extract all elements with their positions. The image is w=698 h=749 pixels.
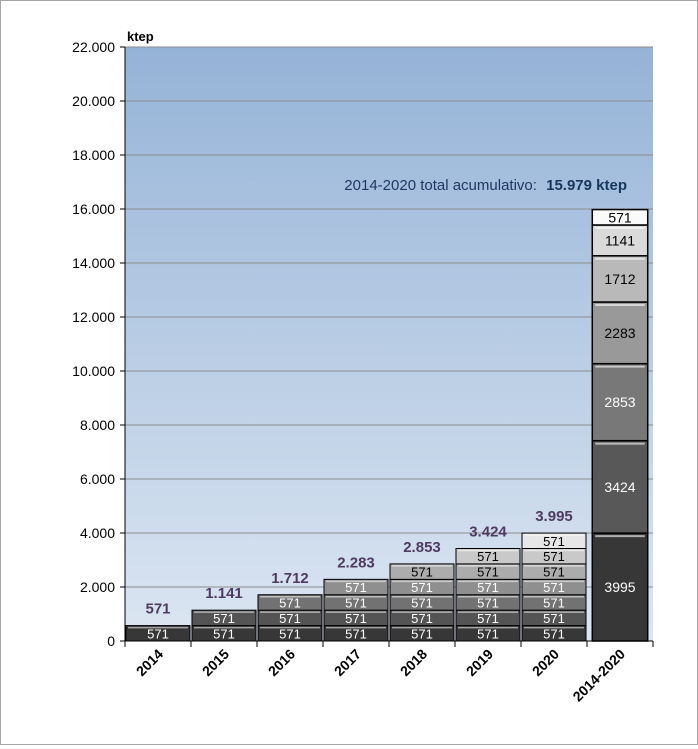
bar-segment-label: 571 [543, 580, 565, 595]
bar-total-label: 571 [145, 601, 170, 618]
cumulative-segment-label: 3995 [604, 579, 635, 595]
y-tick-label: 16.000 [72, 201, 115, 217]
bar-segment-label: 571 [543, 534, 565, 549]
bar-total-label: 1.141 [205, 585, 243, 602]
cumulative-segment-label: 2283 [604, 325, 635, 341]
bar-segment-label: 571 [411, 580, 433, 595]
x-axis: 2014 2015 2016 2017 2018 2019 2020 2014-2020 [124, 640, 654, 705]
bar-segment-label: 571 [345, 580, 367, 595]
bar-total-label: 1.712 [271, 570, 309, 587]
x-tick-label: 2015 [199, 646, 232, 679]
y-tick-label: 4.000 [80, 525, 115, 541]
bar-segment-label: 571 [411, 565, 433, 580]
cumulative-segment [591, 301, 649, 365]
cumulative-segment-label: 3424 [604, 479, 635, 495]
cumulative-segment [591, 439, 649, 534]
bar-segment-label: 571 [279, 595, 301, 610]
bar-total-label: 2.853 [403, 539, 441, 556]
x-tick-label: 2020 [529, 646, 562, 679]
bar-segment-label: 571 [411, 611, 433, 626]
bar-segment-label: 571 [345, 595, 367, 610]
bar-segment-label: 571 [477, 595, 499, 610]
bar-segment-label: 571 [411, 626, 433, 641]
total-annotation-text: 2014-2020 total acumulativo: [344, 177, 537, 194]
bar-segment-label: 571 [147, 626, 169, 641]
gridlines [125, 46, 653, 588]
y-tick-label: 18.000 [72, 147, 115, 163]
total-annotation: 2014-2020 total acumulativo: 15.979 ktep [344, 177, 627, 194]
cumulative-segment [591, 532, 649, 642]
cumulative-segment-label: 1141 [605, 232, 635, 248]
bar-segment-label: 571 [477, 626, 499, 641]
y-axis-label: ktep [127, 29, 154, 44]
y-tick-label: 6.000 [80, 471, 115, 487]
bar-segment-label: 571 [213, 611, 235, 626]
bar-segment-label: 571 [411, 595, 433, 610]
bar-segment-label: 571 [543, 549, 565, 564]
x-tick-label: 2014 [133, 646, 166, 679]
y-axis: 0 2.000 4.000 6.000 8.000 10.000 12.000 14.000 1… [72, 39, 126, 649]
y-tick-label: 12.000 [72, 309, 115, 325]
bar-segment [389, 563, 455, 580]
bar-segment-label: 571 [345, 611, 367, 626]
total-annotation-value: 15.979 ktep [546, 177, 627, 194]
y-tick-label: 22.000 [72, 39, 115, 55]
bar-segment-label: 571 [213, 626, 235, 641]
y-tick-label: 2.000 [80, 579, 115, 595]
bar-segment-label: 571 [279, 611, 301, 626]
y-tick-label: 14.000 [72, 255, 115, 271]
cumulative-segment [591, 224, 649, 257]
x-tick-label: 2019 [463, 646, 496, 679]
x-tick-label: 2017 [331, 646, 364, 679]
bar-segment-label: 571 [477, 549, 499, 564]
bar-segment-label: 571 [543, 565, 565, 580]
x-tick-label: 2014-2020 [569, 646, 628, 705]
bar-segment-label: 571 [477, 611, 499, 626]
x-tick-label: 2018 [397, 646, 430, 679]
bar-segment-label: 571 [279, 626, 301, 641]
bar-total-label: 3.424 [469, 524, 507, 541]
bar-segment-label: 571 [543, 611, 565, 626]
bar-total-label: 3.995 [535, 508, 573, 525]
y-tick-label: 8.000 [80, 417, 115, 433]
y-tick-label: 0 [107, 633, 115, 649]
bar-segment-label: 571 [477, 565, 499, 580]
y-tick-label: 20.000 [72, 93, 115, 109]
cumulative-segment-label: 1712 [604, 271, 635, 287]
bar-segment-label: 571 [543, 595, 565, 610]
bar-total-label: 2.283 [337, 554, 375, 571]
bar-segment-label: 571 [345, 626, 367, 641]
cumulative-segment-label: 571 [608, 209, 632, 225]
bar-segment-label: 571 [543, 626, 565, 641]
cumulative-segment [591, 255, 649, 303]
x-tick-label: 2016 [265, 646, 298, 679]
bar-segment [191, 609, 257, 627]
bar-segment [323, 578, 389, 596]
bar-segment-label: 571 [477, 580, 499, 595]
bar-segment [257, 594, 323, 611]
bar-segment [455, 547, 521, 565]
cumulative-segment [591, 362, 649, 442]
cumulative-segment-label: 2853 [604, 394, 635, 410]
bars: 5715715715711.1415715715711.712571571571… [125, 208, 649, 642]
y-tick-label: 10.000 [72, 363, 115, 379]
bar-segment [521, 532, 587, 549]
